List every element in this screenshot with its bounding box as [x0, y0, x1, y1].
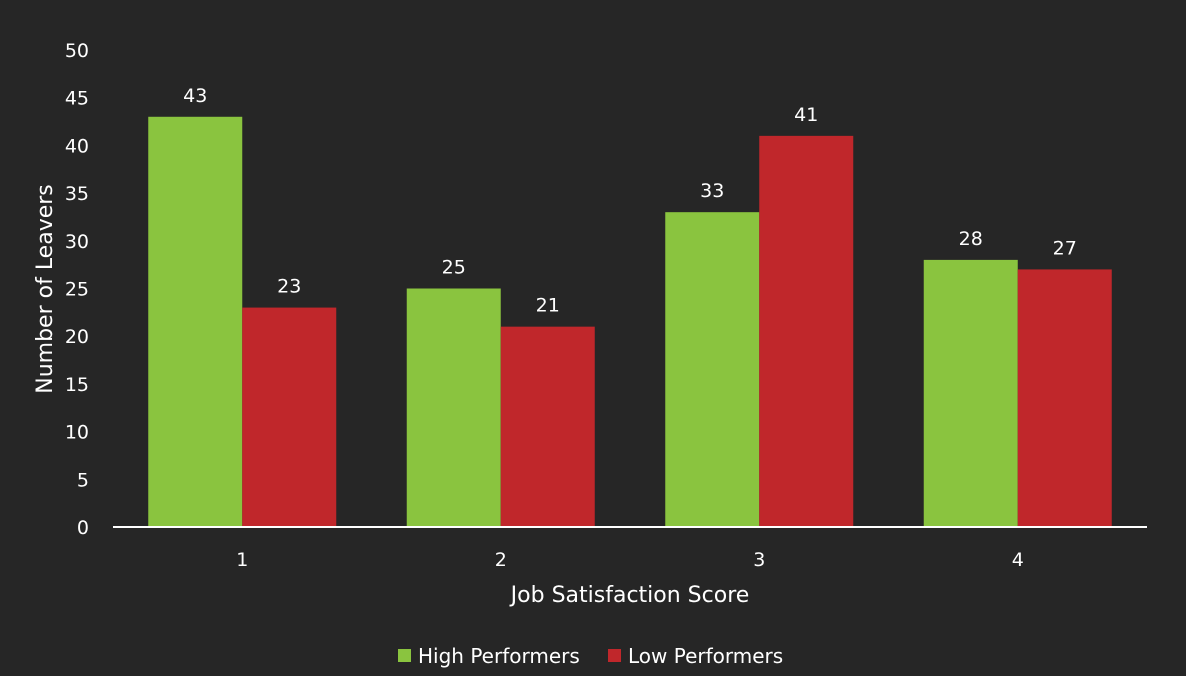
- y-tick-label: 45: [65, 88, 89, 110]
- y-tick-label: 20: [65, 326, 89, 348]
- data-label: 41: [794, 104, 818, 126]
- bars: [148, 116, 1112, 528]
- y-tick-label: 5: [77, 469, 89, 491]
- x-axis-ticks: 1 2 3 4: [236, 549, 1024, 571]
- bar-low-performers-1: [242, 307, 337, 527]
- data-label: 27: [1053, 237, 1077, 259]
- data-label: 33: [700, 180, 724, 202]
- y-tick-label: 25: [65, 279, 89, 301]
- legend-label: Low Performers: [628, 644, 783, 668]
- y-tick-label: 15: [65, 374, 89, 396]
- data-labels: 43 23 25 21 33 41 28 27: [183, 85, 1077, 317]
- y-tick-label: 0: [77, 517, 89, 539]
- y-tick-label: 35: [65, 183, 89, 205]
- legend-swatch: [608, 649, 621, 662]
- x-tick-label: 1: [236, 549, 248, 571]
- legend-label: High Performers: [418, 644, 580, 668]
- data-label: 23: [277, 276, 301, 298]
- bar-high-performers-1: [148, 116, 243, 527]
- y-tick-label: 10: [65, 422, 89, 444]
- bar-high-performers-4: [923, 259, 1018, 527]
- bar-low-performers-3: [759, 135, 854, 528]
- legend-swatch: [398, 649, 411, 662]
- y-axis-ticks: 0 5 10 15 20 25 30 35 40 45 50: [65, 40, 89, 539]
- y-tick-label: 30: [65, 231, 89, 253]
- y-tick-label: 40: [65, 135, 89, 157]
- data-label: 28: [959, 228, 983, 250]
- y-axis-title: Number of Leavers: [33, 184, 58, 394]
- x-tick-label: 3: [753, 549, 765, 571]
- x-tick-label: 2: [495, 549, 507, 571]
- bar-high-performers-2: [406, 288, 501, 527]
- y-tick-label: 50: [65, 40, 89, 62]
- x-axis-title: Job Satisfaction Score: [509, 583, 750, 608]
- bar-low-performers-4: [1017, 269, 1112, 527]
- data-label: 43: [183, 85, 207, 107]
- x-tick-label: 4: [1012, 549, 1024, 571]
- data-label: 25: [442, 257, 466, 279]
- data-label: 21: [536, 295, 560, 317]
- bar-low-performers-2: [500, 326, 595, 527]
- legend: High Performers Low Performers: [398, 644, 783, 668]
- bar-high-performers-3: [665, 212, 760, 527]
